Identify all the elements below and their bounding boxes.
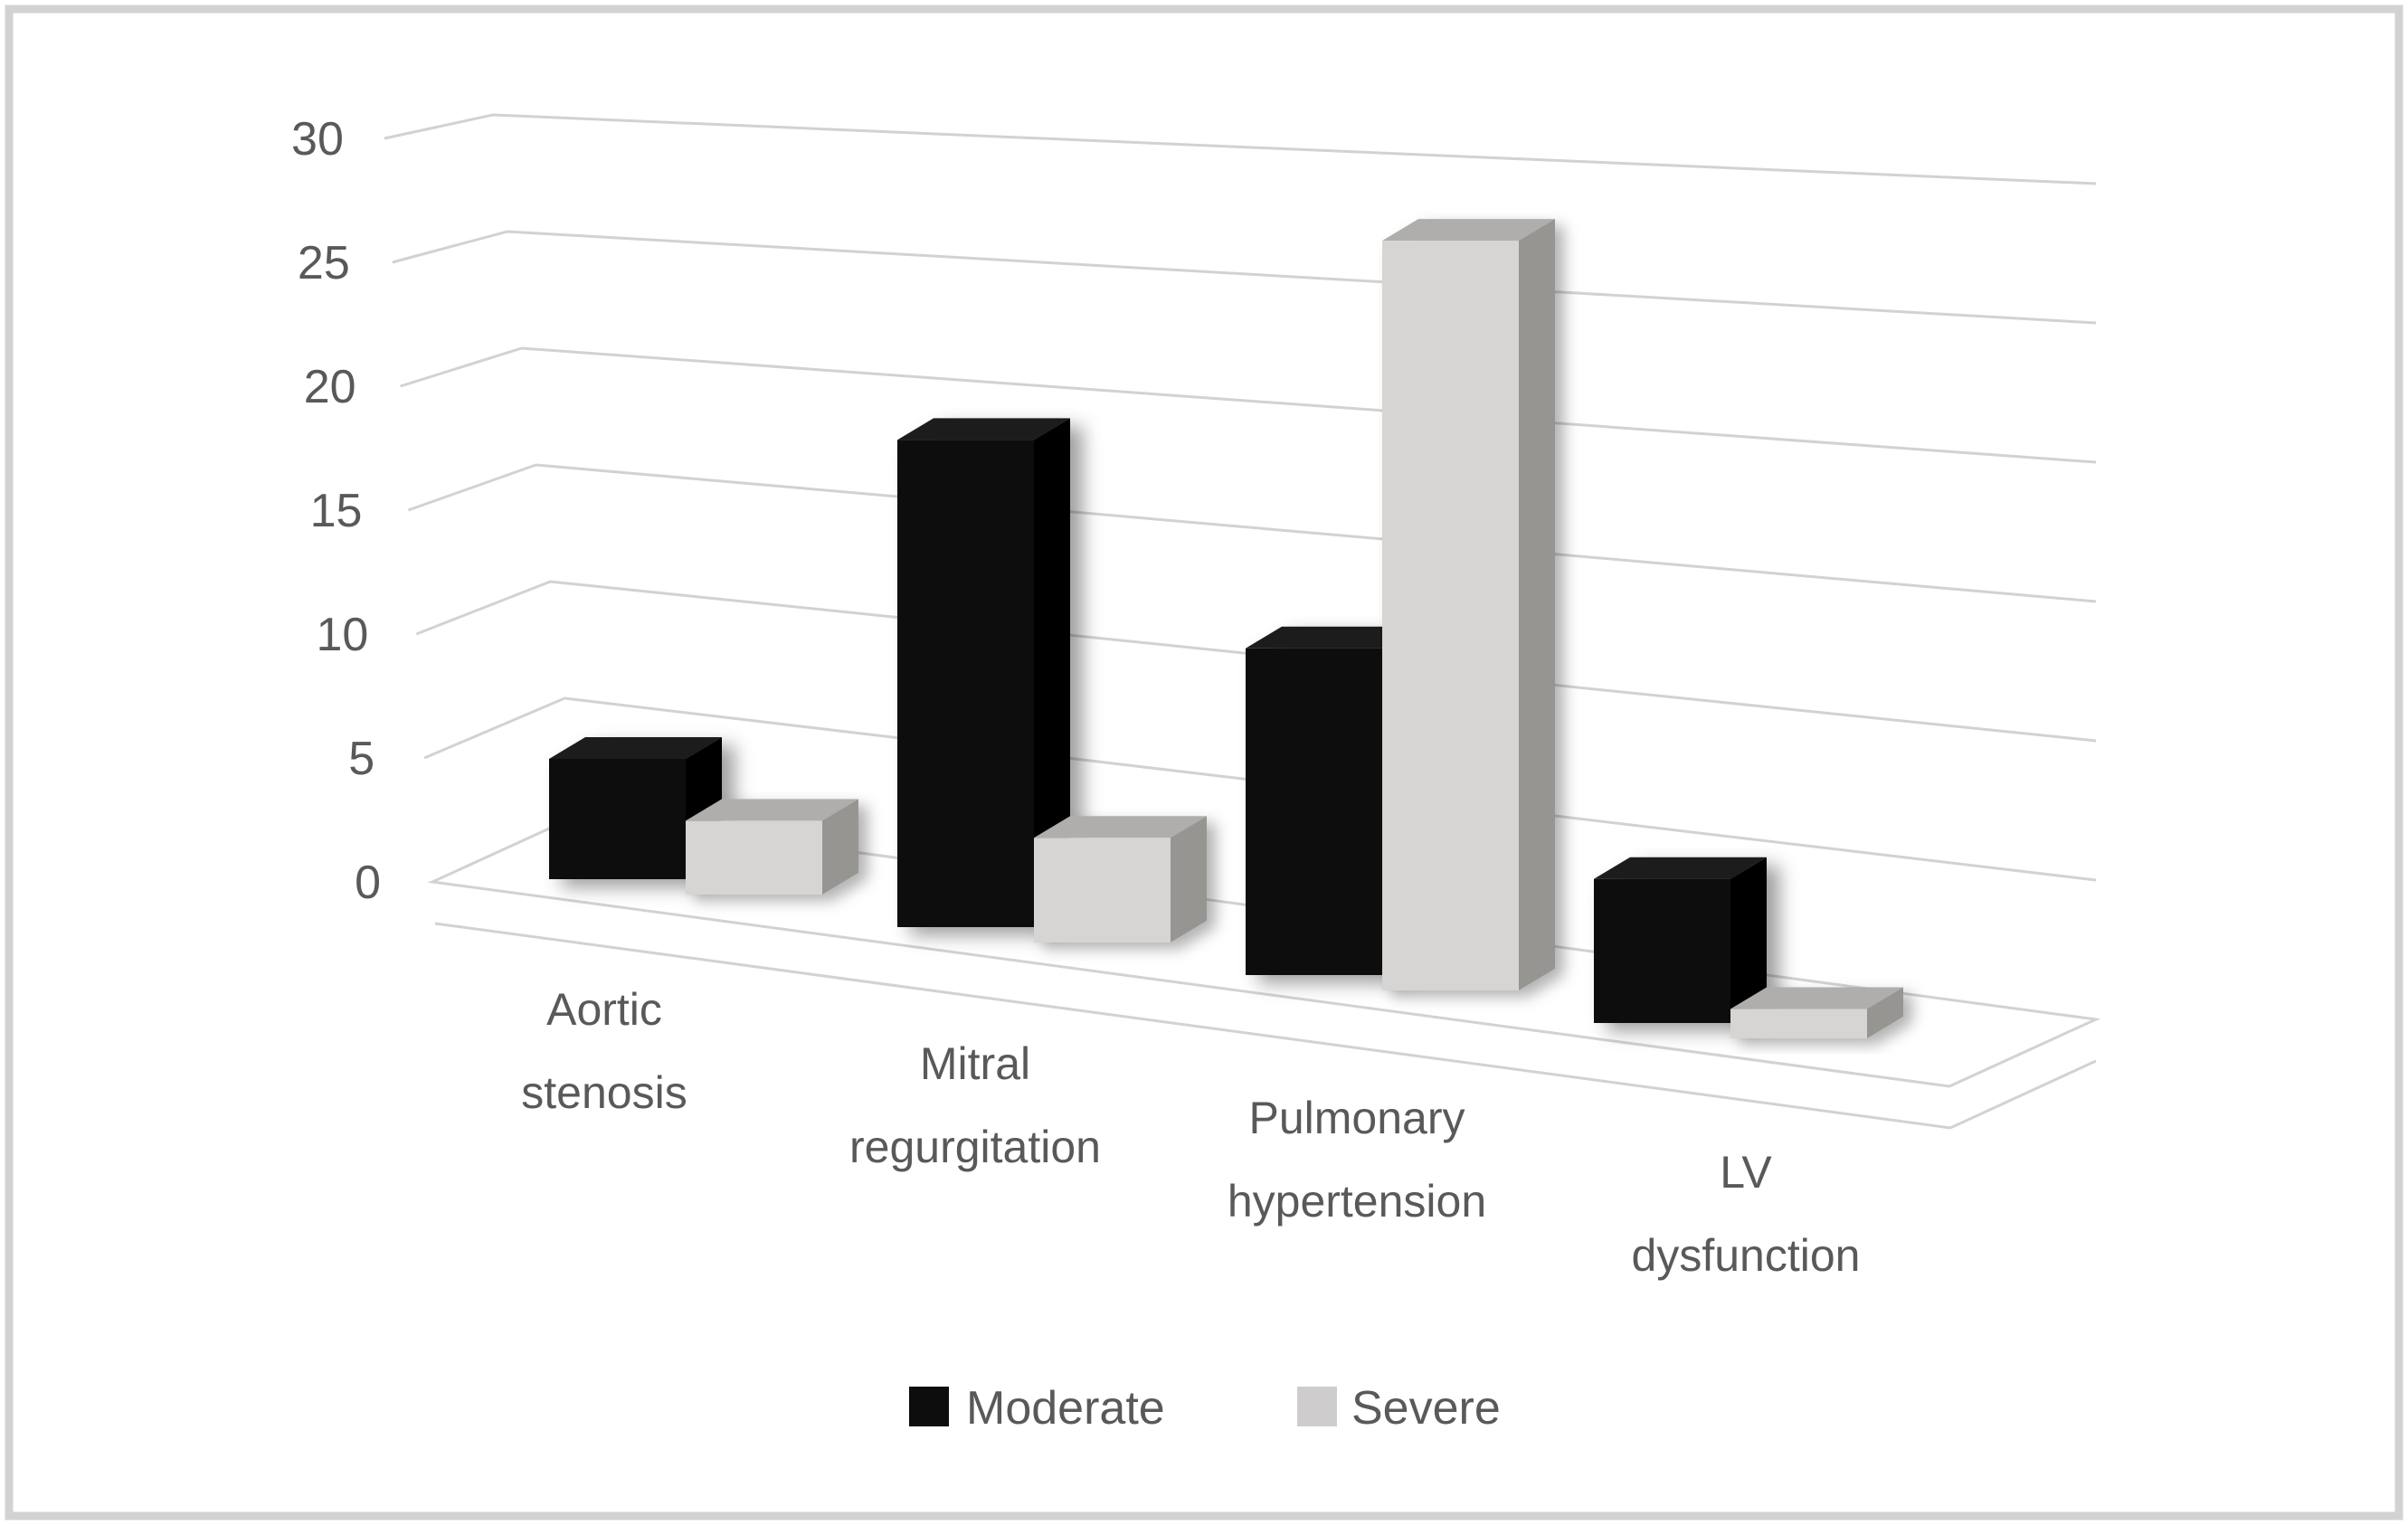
y-axis-tick-labels: 0 5 10 15 20 25 30 xyxy=(291,113,381,909)
legend-swatch-moderate xyxy=(909,1387,949,1426)
y-tick-0: 0 xyxy=(355,857,381,909)
bar-side-face xyxy=(1519,219,1555,991)
bars-group xyxy=(549,219,1903,1038)
category-label-aortic-stenosis: Aortic stenosis xyxy=(521,984,687,1118)
bar-top-face xyxy=(1382,219,1555,242)
category-label-pulmonary-hypertension: Pulmonary hypertension xyxy=(1228,1093,1486,1227)
bar-severe-lv-dysfunction xyxy=(1730,987,1903,1038)
bar-top-face xyxy=(1594,857,1767,879)
gridlines-group xyxy=(384,113,2097,882)
bar-top-face xyxy=(686,799,858,821)
gridline-25 xyxy=(392,230,2097,325)
category-labels: Aortic stenosis Mitral regurgitation Pulmona… xyxy=(521,984,1860,1281)
bar-front-face xyxy=(1730,1009,1867,1038)
bar-top-face xyxy=(549,737,722,759)
legend-label-moderate: Moderate xyxy=(966,1382,1165,1435)
bar-moderate-mitral-regurgitation xyxy=(897,418,1070,928)
legend-label-severe: Severe xyxy=(1351,1382,1501,1435)
bar-side-face xyxy=(1034,418,1070,928)
gridline-15 xyxy=(407,463,2097,603)
bar-front-face xyxy=(1594,878,1730,1023)
legend-swatch-severe xyxy=(1297,1387,1337,1426)
y-tick-20: 20 xyxy=(304,361,356,413)
gridline-10 xyxy=(415,580,2097,743)
bar-side-face xyxy=(1867,987,1903,1038)
floor-slab-edge xyxy=(434,922,2097,1130)
category-label-mitral-regurgitation: Mitral regurgitation xyxy=(849,1038,1101,1172)
bar-front-face xyxy=(1034,838,1171,942)
bar-top-face xyxy=(897,418,1070,440)
y-tick-10: 10 xyxy=(316,609,368,661)
y-tick-25: 25 xyxy=(298,237,350,289)
bar-front-face xyxy=(897,440,1034,928)
bar-top-face xyxy=(1034,816,1207,838)
bar-top-face xyxy=(1246,626,1418,649)
figure-border xyxy=(5,5,2403,1520)
bar-moderate-lv-dysfunction xyxy=(1594,857,1767,1023)
bar-side-face xyxy=(822,799,858,895)
bar-front-face xyxy=(1246,648,1382,975)
bar-side-face xyxy=(1730,857,1767,1023)
bar-severe-mitral-regurgitation xyxy=(1034,816,1207,942)
chart-floor xyxy=(427,813,2101,1130)
bar-severe-aortic-stenosis xyxy=(686,799,858,895)
bar-top-face xyxy=(1730,987,1903,1009)
gridline-30 xyxy=(384,113,2097,185)
gridline-20 xyxy=(400,346,2097,464)
y-tick-30: 30 xyxy=(291,113,344,166)
bar-severe-pulmonary-hypertension xyxy=(1382,219,1555,991)
floor-top xyxy=(427,813,2101,1088)
bar-front-face xyxy=(549,759,686,879)
bar-side-face xyxy=(1171,816,1207,942)
bar-front-face xyxy=(686,820,822,895)
bar-front-face xyxy=(1382,241,1519,991)
gridline-5 xyxy=(423,696,2097,882)
y-tick-15: 15 xyxy=(310,485,363,537)
category-label-lv-dysfunction: LV dysfunction xyxy=(1632,1147,1861,1281)
legend: Moderate Severe xyxy=(909,1382,1501,1435)
y-tick-5: 5 xyxy=(348,733,374,785)
